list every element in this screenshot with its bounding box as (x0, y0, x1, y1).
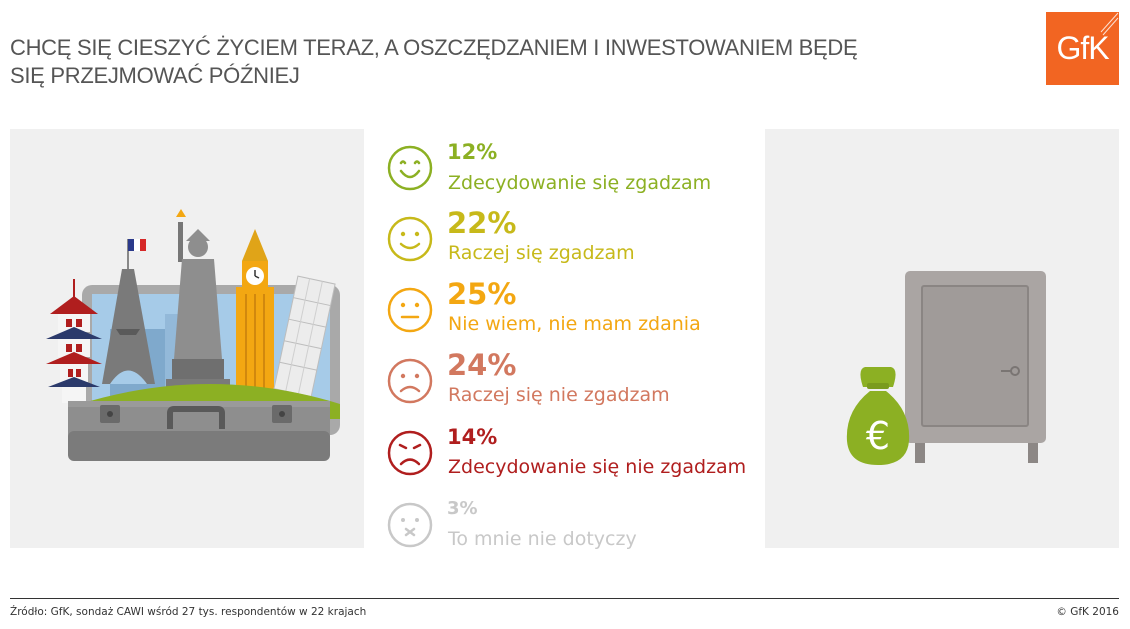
suitcase-illustration-panel (10, 129, 364, 548)
result-percent: 22% (447, 206, 517, 240)
angry-face-icon (387, 430, 433, 476)
survey-results: 12% Zdecydowanie się zgadzam 22% Raczej … (385, 138, 755, 558)
safe-illustration-panel: € (765, 129, 1119, 548)
result-label: Nie wiem, nie mam zdania (448, 313, 701, 335)
dismissed-face-icon (387, 502, 433, 548)
footer-divider (10, 598, 1119, 599)
result-percent: 25% (447, 277, 517, 311)
logo-stripes-icon (1100, 12, 1119, 36)
suitcase-with-landmarks-icon (46, 209, 340, 461)
gfk-logo: GfK (1046, 12, 1119, 85)
result-label: Raczej się zgadzam (448, 242, 635, 264)
title-line-1: CHCĘ SIĘ CIESZYĆ ŻYCIEM TERAZ, A OSZCZĘD… (10, 35, 858, 60)
result-percent: 3% (447, 498, 478, 519)
euro-symbol: € (866, 414, 890, 458)
result-label: To mnie nie dotyczy (448, 528, 637, 550)
page-title: CHCĘ SIĘ CIESZYĆ ŻYCIEM TERAZ, A OSZCZĘD… (10, 34, 910, 90)
result-label: Zdecydowanie się nie zgadzam (448, 456, 747, 478)
logo-text: GfK (1056, 30, 1109, 66)
neutral-face-icon (387, 287, 433, 333)
result-percent: 14% (447, 425, 498, 449)
frown-icon (387, 358, 433, 404)
copyright-note: © GfK 2016 (1056, 606, 1119, 618)
result-label: Raczej się nie zgadzam (448, 384, 670, 406)
safe-with-euro-money-bag-icon: € (846, 271, 1046, 465)
result-row-not-applicable: 3% To mnie nie dotyczy (385, 498, 755, 554)
title-line-2: SIĘ PRZEJMOWAĆ PÓŹNIEJ (10, 63, 300, 88)
big-smile-icon (387, 145, 433, 191)
result-label: Zdecydowanie się zgadzam (448, 172, 712, 194)
result-percent: 24% (447, 348, 517, 382)
result-row-strongly-agree: 12% Zdecydowanie się zgadzam (385, 140, 755, 200)
result-percent: 12% (447, 140, 498, 164)
result-row-agree: 22% Raczej się zgadzam (385, 206, 755, 270)
result-row-neutral: 25% Nie wiem, nie mam zdania (385, 277, 755, 341)
result-row-disagree: 24% Raczej się nie zgadzam (385, 348, 755, 412)
smile-icon (387, 216, 433, 262)
result-row-strongly-disagree: 14% Zdecydowanie się nie zgadzam (385, 425, 755, 485)
source-note: Źródło: GfK, sondaż CAWI wśród 27 tys. r… (10, 606, 367, 618)
